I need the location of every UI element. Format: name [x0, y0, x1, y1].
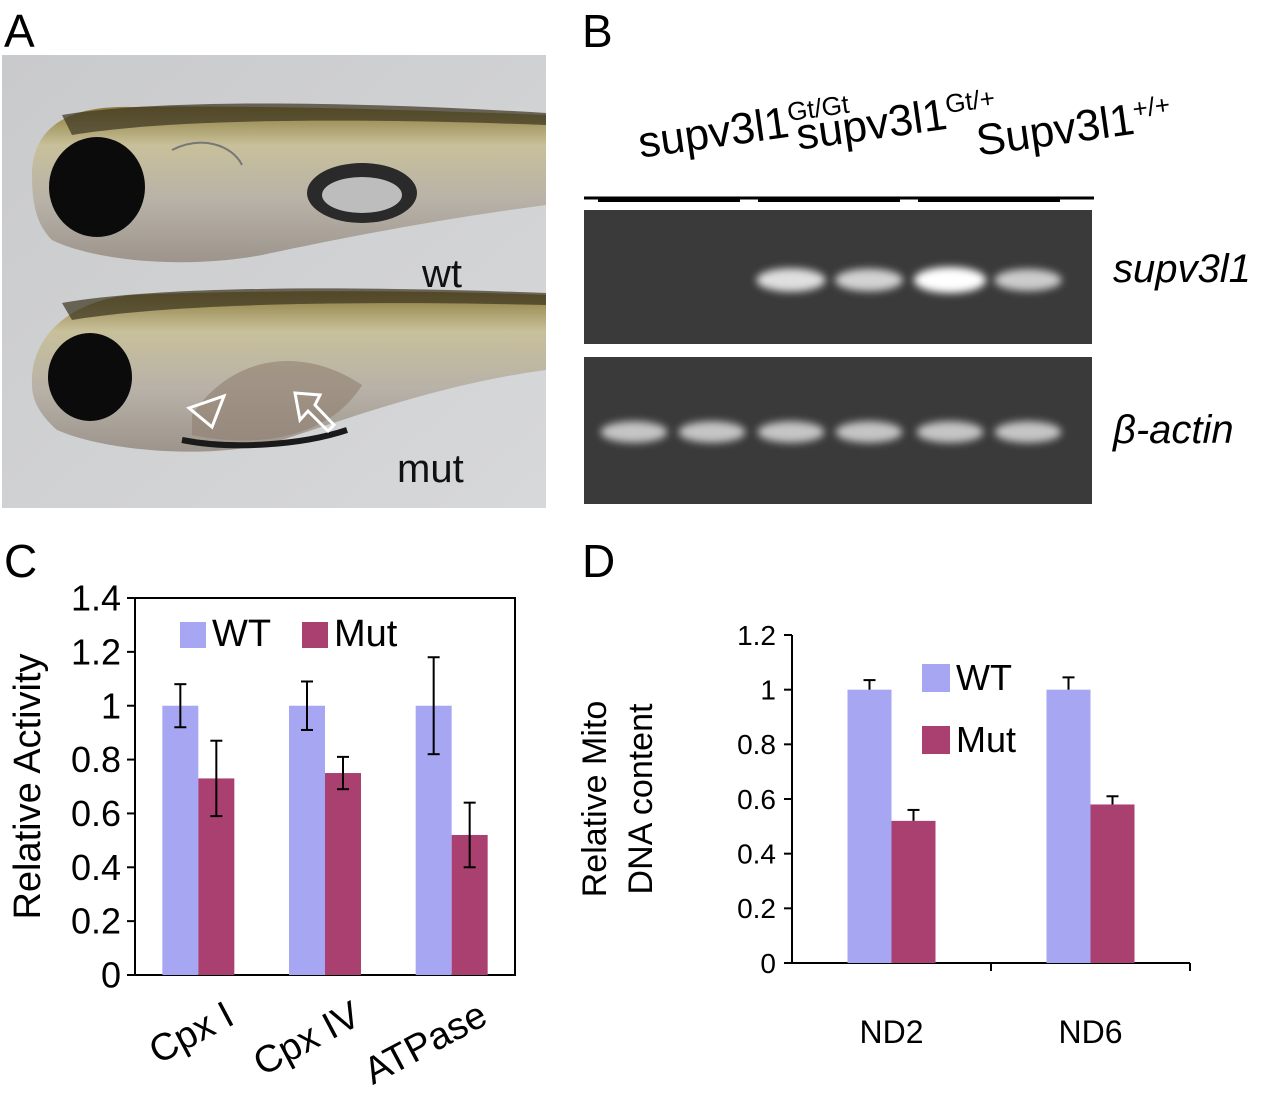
x-category-label: Cpx IV: [247, 994, 368, 1085]
x-category-label: ATPase: [357, 994, 494, 1093]
wt-label: wt: [421, 252, 462, 296]
y-axis-label: DNA content: [622, 703, 660, 894]
x-category-label: Cpx I: [143, 994, 241, 1073]
gel-beta-actin: [584, 357, 1092, 504]
legend-label-wt: WT: [956, 657, 1012, 698]
y-axis-label: Relative Activity: [7, 653, 49, 919]
gel-band: [600, 421, 668, 443]
legend-swatch-wt: [180, 622, 206, 648]
gel-band: [916, 421, 984, 443]
gel-label-beta-actin: β-actin: [1113, 408, 1234, 452]
y-tick-label: 0.8: [71, 739, 121, 780]
x-category-label: ND2: [859, 1014, 923, 1050]
y-tick-label: 1.2: [737, 620, 776, 651]
gel-band: [835, 421, 903, 443]
legend-swatch-mut: [302, 622, 328, 648]
x-category-label: ND6: [1058, 1014, 1122, 1050]
wt-larva: [32, 103, 546, 263]
bar-mut: [325, 773, 361, 975]
y-tick-label: 1.4: [71, 578, 121, 619]
arrowhead-marker: [185, 393, 227, 430]
y-axis-label: Relative Mito: [576, 701, 614, 898]
gel-band: [757, 421, 825, 443]
panel-letter-d: D: [582, 535, 616, 587]
bar-wt: [847, 689, 892, 963]
y-tick-label: 1.2: [71, 631, 121, 672]
y-tick-label: 0.6: [737, 784, 776, 815]
gel-band: [678, 421, 746, 443]
y-tick-label: 0.4: [71, 847, 121, 888]
legend-swatch-mut: [922, 726, 950, 754]
gel-band: [835, 268, 903, 292]
y-tick-label: 1: [760, 674, 776, 705]
bar-wt: [289, 705, 325, 975]
y-tick-label: 1: [101, 685, 121, 726]
gel-band: [756, 268, 826, 292]
chart-d: 0 0.2 0.4 0.6 0.8 1 1.2 ND2 ND6 Relative Mito DNA …: [576, 620, 1191, 1050]
y-tick-label: 0: [760, 948, 776, 979]
mut-label: mut: [397, 447, 464, 491]
bar-wt: [162, 705, 199, 975]
legend-label-mut: Mut: [956, 719, 1016, 760]
lane-group-lines: [584, 196, 1094, 202]
legend-label-wt: WT: [212, 613, 271, 655]
gel-label-supv3l1: supv3l1: [1113, 247, 1251, 291]
panel-letter-c: C: [4, 535, 38, 587]
legend-label-mut: Mut: [334, 613, 398, 655]
gel-band: [994, 421, 1062, 443]
arrow-marker: [293, 391, 337, 434]
mut-larva: [31, 288, 546, 452]
y-tick-label: 0: [101, 955, 121, 996]
genotype-label: Supv3l1+/+: [973, 89, 1172, 166]
y-tick-label: 0.4: [737, 838, 776, 869]
larvae-photo: wt mut: [2, 55, 546, 508]
y-tick-label: 0.2: [71, 901, 121, 942]
y-tick-label: 0.6: [71, 793, 121, 834]
gel-supv3l1: [584, 210, 1092, 344]
bar-wt: [1046, 689, 1091, 963]
gel-band: [914, 267, 986, 293]
bar-mut: [1090, 804, 1135, 963]
panel-letter-a: A: [4, 5, 35, 57]
panel-letter-b: B: [582, 5, 613, 57]
gel-band: [994, 269, 1062, 291]
bar-mut: [891, 820, 936, 963]
y-tick-label: 0.8: [737, 729, 776, 760]
legend-swatch-wt: [922, 664, 950, 692]
y-tick-label: 0.2: [737, 893, 776, 924]
genotype-header: supv3l1Gt/Gt supv3l1Gt/+ Supv3l1+/+: [582, 0, 1280, 205]
